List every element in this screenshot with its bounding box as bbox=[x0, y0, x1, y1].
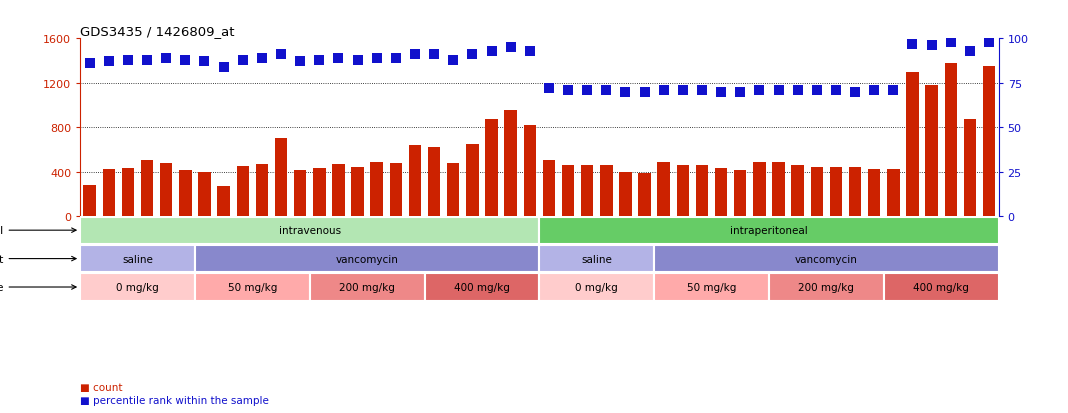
Bar bbox=[447, 163, 459, 216]
Bar bbox=[849, 168, 861, 216]
Bar bbox=[390, 163, 402, 216]
Text: vancomycin: vancomycin bbox=[795, 254, 858, 264]
Bar bbox=[868, 170, 880, 216]
Bar bbox=[791, 166, 804, 216]
Bar bbox=[753, 162, 766, 216]
Bar bbox=[122, 169, 135, 216]
Bar bbox=[274, 139, 287, 216]
Bar bbox=[639, 173, 650, 216]
Bar bbox=[83, 185, 96, 216]
Bar bbox=[734, 171, 747, 216]
Bar bbox=[619, 172, 631, 216]
Text: 50 mg/kg: 50 mg/kg bbox=[687, 282, 736, 292]
Bar bbox=[218, 187, 230, 216]
Bar bbox=[772, 162, 785, 216]
Bar bbox=[539, 217, 999, 244]
Text: protocol: protocol bbox=[0, 225, 76, 235]
Bar bbox=[907, 72, 918, 216]
Bar bbox=[409, 145, 421, 216]
Bar bbox=[963, 120, 976, 216]
Bar bbox=[194, 274, 310, 301]
Text: 50 mg/kg: 50 mg/kg bbox=[227, 282, 277, 292]
Bar bbox=[371, 162, 383, 216]
Text: dose: dose bbox=[0, 282, 76, 292]
Bar bbox=[428, 148, 440, 216]
Bar bbox=[351, 168, 364, 216]
Text: 200 mg/kg: 200 mg/kg bbox=[340, 282, 395, 292]
Bar bbox=[466, 145, 478, 216]
Bar bbox=[769, 274, 883, 301]
Text: GDS3435 / 1426809_at: GDS3435 / 1426809_at bbox=[80, 25, 235, 38]
Bar bbox=[677, 166, 689, 216]
Bar bbox=[80, 274, 194, 301]
Bar bbox=[255, 164, 268, 216]
Text: intraperitoneal: intraperitoneal bbox=[731, 225, 807, 235]
Bar bbox=[313, 169, 326, 216]
Bar bbox=[543, 161, 555, 216]
Text: 200 mg/kg: 200 mg/kg bbox=[799, 282, 854, 292]
Bar bbox=[179, 171, 191, 216]
Bar bbox=[695, 166, 708, 216]
Bar bbox=[332, 164, 345, 216]
Bar bbox=[658, 162, 670, 216]
Bar bbox=[811, 168, 823, 216]
Text: vancomycin: vancomycin bbox=[335, 254, 398, 264]
Bar bbox=[80, 217, 539, 244]
Text: intravenous: intravenous bbox=[279, 225, 341, 235]
Bar bbox=[654, 274, 769, 301]
Bar bbox=[884, 274, 999, 301]
Bar bbox=[199, 172, 210, 216]
Bar bbox=[194, 245, 539, 273]
Bar bbox=[539, 245, 654, 273]
Text: 0 mg/kg: 0 mg/kg bbox=[116, 282, 159, 292]
Bar bbox=[523, 126, 536, 216]
Bar bbox=[714, 169, 727, 216]
Bar bbox=[944, 64, 957, 216]
Bar bbox=[539, 274, 654, 301]
Bar bbox=[424, 274, 539, 301]
Bar bbox=[600, 166, 613, 216]
Text: agent: agent bbox=[0, 254, 76, 264]
Bar bbox=[654, 245, 999, 273]
Bar bbox=[310, 274, 424, 301]
Bar bbox=[504, 111, 517, 216]
Bar bbox=[983, 67, 995, 216]
Bar bbox=[80, 245, 194, 273]
Bar bbox=[236, 166, 249, 216]
Text: ■ percentile rank within the sample: ■ percentile rank within the sample bbox=[80, 395, 269, 405]
Bar bbox=[103, 170, 115, 216]
Text: ■ count: ■ count bbox=[80, 382, 123, 392]
Bar bbox=[562, 166, 575, 216]
Bar bbox=[581, 166, 594, 216]
Text: 0 mg/kg: 0 mg/kg bbox=[576, 282, 618, 292]
Text: 400 mg/kg: 400 mg/kg bbox=[913, 282, 969, 292]
Bar bbox=[160, 163, 172, 216]
Bar bbox=[141, 161, 154, 216]
Bar bbox=[888, 170, 899, 216]
Bar bbox=[485, 120, 498, 216]
Text: saline: saline bbox=[122, 254, 153, 264]
Bar bbox=[294, 171, 307, 216]
Text: 400 mg/kg: 400 mg/kg bbox=[454, 282, 509, 292]
Text: saline: saline bbox=[581, 254, 612, 264]
Bar bbox=[925, 86, 938, 216]
Bar bbox=[830, 168, 843, 216]
